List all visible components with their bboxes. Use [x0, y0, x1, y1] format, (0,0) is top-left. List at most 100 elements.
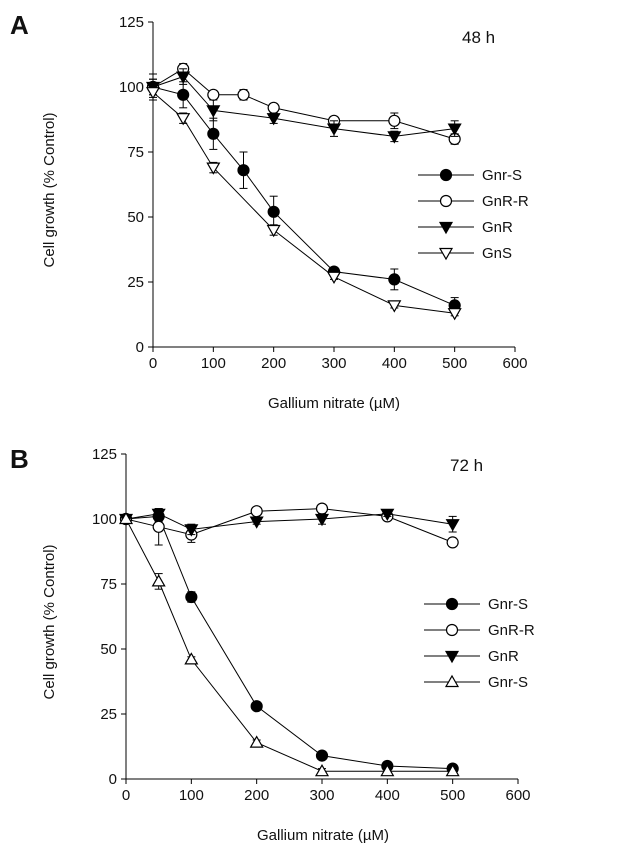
chart-b-svg: B 72 h Gallium nitrate (µM) Cell growth …: [10, 444, 535, 844]
data-point-gnr-s: [185, 590, 198, 604]
data-point-gns: [266, 224, 281, 238]
legend-marker-gnr: [444, 650, 460, 664]
legend-marker-gnr-r: [445, 623, 459, 637]
data-point-gnr: [387, 131, 402, 144]
plot-area-a: 0 100 200 300 400 500 600 0 25 50 75 100 125: [119, 14, 528, 372]
series-gns-3: [145, 86, 462, 321]
data-point-gnr: [176, 71, 191, 84]
data-point-gnr-s: [380, 763, 395, 777]
y-tick-label: 100: [119, 79, 144, 96]
legend-label-gnr: GnR: [488, 648, 519, 665]
timepoint-label-a: 48 h: [462, 28, 495, 47]
data-point-gnr-r: [237, 88, 250, 101]
x-tick-label: 400: [375, 787, 400, 804]
data-point-gnr: [445, 519, 460, 532]
x-tick-label: 200: [261, 355, 286, 372]
y-tick-label: 0: [136, 339, 144, 356]
series-line-gnr-s: [152, 86, 455, 306]
legend-label-gnr-s: Gnr-S: [488, 674, 528, 691]
data-point-gnr-s: [184, 652, 199, 665]
y-tick-label: 125: [92, 446, 117, 463]
legend-a: Gnr-S GnR-R GnR GnS: [418, 167, 529, 262]
data-point-gnr: [184, 524, 199, 537]
legend-label-gnr-r: GnR-R: [482, 193, 529, 210]
x-tick-label: 400: [382, 355, 407, 372]
data-point-gnr-r: [446, 536, 459, 549]
legend-b: Gnr-S GnR-R GnR Gnr-S: [424, 596, 535, 691]
x-tick-label: 500: [442, 355, 467, 372]
timepoint-label-b: 72 h: [450, 456, 483, 475]
y-tick-label: 50: [100, 641, 117, 658]
series-line-gnr: [125, 513, 453, 530]
x-tick-label: 200: [244, 787, 269, 804]
y-tick-label: 125: [119, 14, 144, 31]
data-point-gnr-r: [152, 520, 165, 533]
y-axis-label-a: Cell growth (% Control): [41, 112, 58, 267]
data-point-gnr: [206, 105, 221, 118]
legend-marker-gnr-s: [439, 168, 453, 182]
x-tick-label: 100: [201, 355, 226, 372]
chart-panel-b: B 72 h Gallium nitrate (µM) Cell growth …: [0, 432, 623, 846]
legend-marker-gnr-r: [439, 194, 453, 208]
legend-label-gnr-r: GnR-R: [488, 622, 535, 639]
x-tick-label: 0: [122, 787, 130, 804]
x-tick-label: 100: [179, 787, 204, 804]
x-axis-label-a: Gallium nitrate (µM): [268, 395, 400, 412]
data-point-gnr-r: [267, 101, 280, 114]
data-point-gnr-r: [388, 114, 401, 127]
data-point-gnr: [380, 508, 395, 522]
panel-letter-b: B: [10, 444, 29, 474]
y-tick-label: 75: [127, 144, 144, 161]
plot-area-b: 0 100 200 300 400 500 600 0 25 50 75 100 125: [92, 446, 531, 804]
data-point-gnr-s: [388, 273, 401, 286]
data-point-gnr: [326, 123, 342, 136]
data-point-gnr-s: [267, 205, 280, 218]
data-point-gnr-s: [237, 164, 250, 177]
data-point-gnr-s: [151, 574, 166, 587]
y-tick-label: 25: [127, 274, 144, 291]
data-point-gns: [145, 87, 161, 100]
legend-marker-gnr-s: [444, 674, 460, 688]
series-line-gnr-s: [125, 515, 453, 770]
data-point-gnr: [447, 123, 462, 136]
legend-label-gnr-s: Gnr-S: [488, 596, 528, 613]
legend-marker-gnr-s: [445, 597, 459, 611]
chart-panel-a: A 48 h Gallium nitrate (µM) Cell growth …: [0, 0, 623, 420]
x-tick-label: 0: [149, 355, 157, 372]
series-gnr-2: [118, 508, 460, 537]
data-point-gnr-r: [315, 502, 329, 515]
data-point-gnr: [314, 513, 330, 527]
data-point-gns: [447, 308, 462, 321]
x-tick-label: 300: [321, 355, 346, 372]
x-tick-label: 600: [505, 787, 530, 804]
data-point-gnr-s: [445, 763, 460, 777]
data-point-gnr-s: [207, 127, 220, 140]
legend-marker-gns: [438, 247, 454, 261]
x-tick-label: 600: [502, 355, 527, 372]
data-point-gnr-s: [314, 763, 330, 777]
series-gnr-s-0: [146, 73, 461, 314]
data-point-gnr: [249, 516, 264, 529]
data-point-gnr-s: [250, 700, 263, 713]
data-point-gnr-s: [315, 749, 329, 762]
data-point-gnr-r: [207, 88, 220, 101]
y-tick-label: 75: [100, 576, 117, 593]
data-point-gnr-s: [177, 88, 190, 101]
x-tick-label: 300: [309, 787, 334, 804]
data-point-gns: [326, 271, 342, 285]
data-point-gnr: [266, 113, 281, 126]
data-point-gnr-r: [250, 505, 263, 518]
series-gnr-s-3: [118, 511, 460, 777]
legend-marker-gnr: [438, 221, 454, 235]
data-point-gnr-s: [118, 511, 134, 525]
series-gnr-r-1: [119, 502, 459, 549]
y-axis-label-b: Cell growth (% Control): [41, 544, 58, 699]
data-point-gns: [387, 300, 402, 313]
series-gnr-r-1: [146, 62, 461, 146]
series-line-gnr: [152, 76, 455, 137]
series-line-gnr-r: [125, 508, 453, 543]
legend-label-gns: GnS: [482, 245, 512, 262]
series-gnr-s-0: [119, 510, 459, 775]
y-tick-label: 0: [109, 771, 117, 788]
panel-letter-a: A: [10, 10, 29, 40]
